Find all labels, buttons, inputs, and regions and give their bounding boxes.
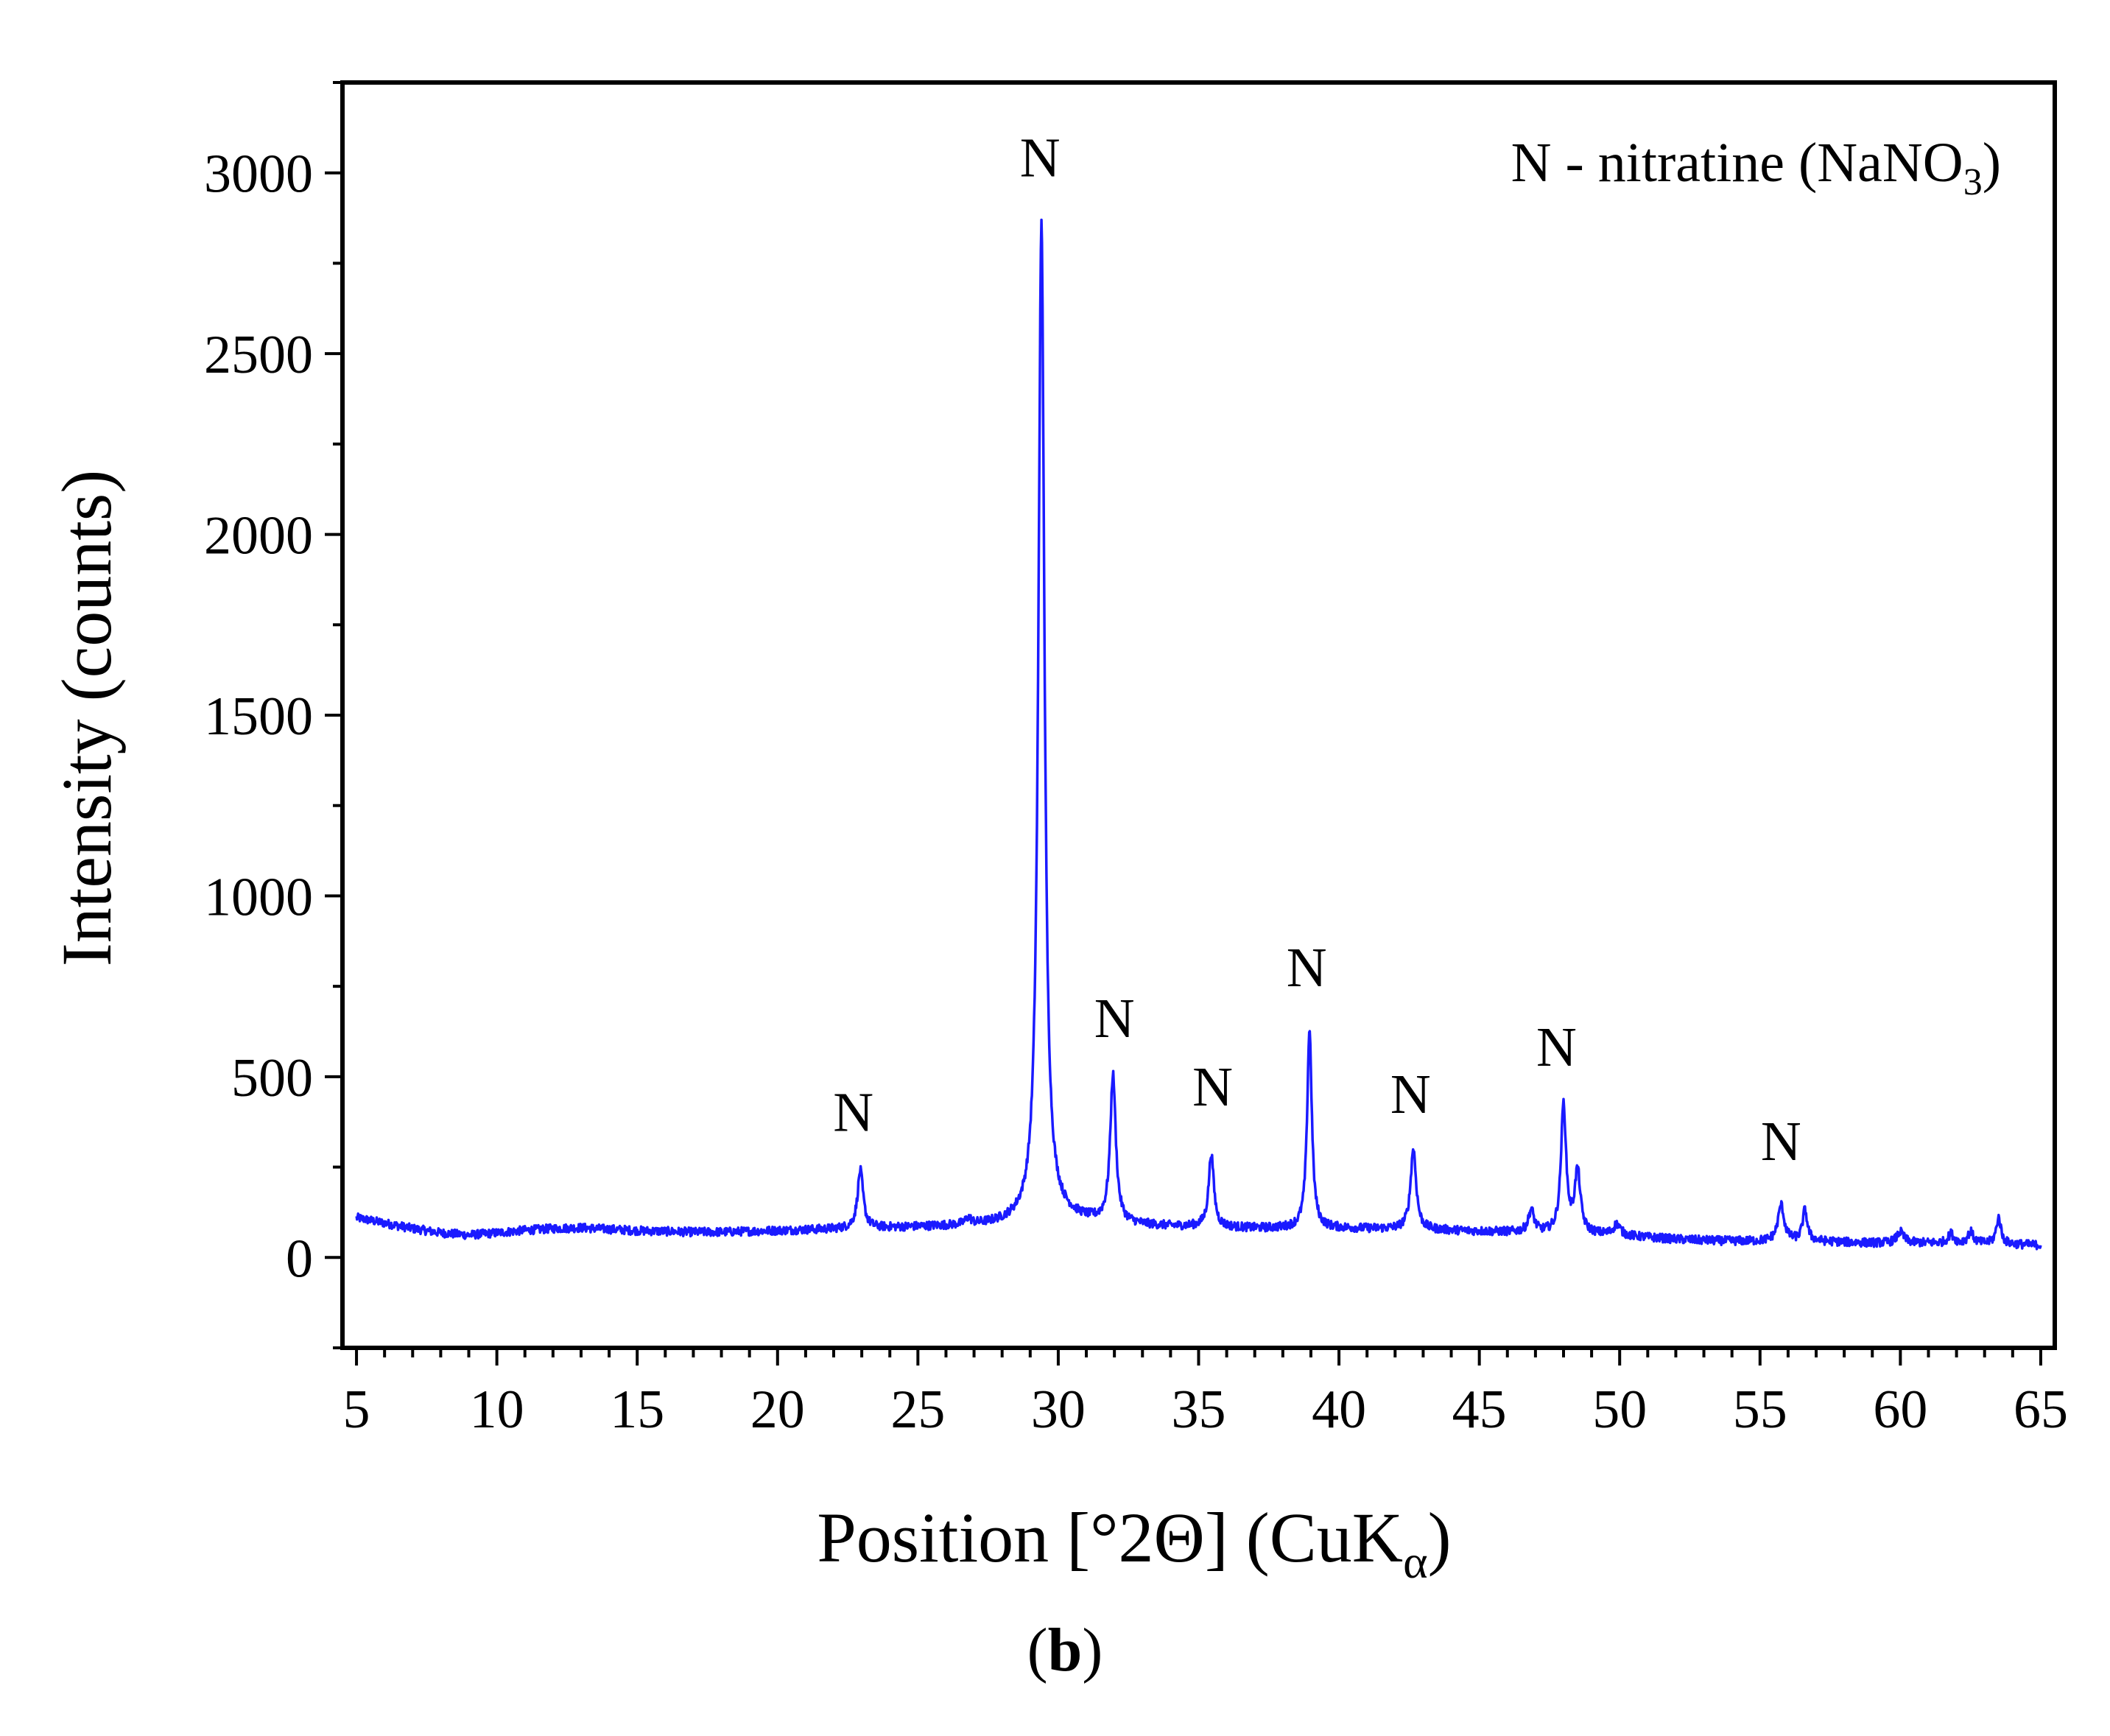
x-tick-label: 45	[1452, 1380, 1507, 1440]
peak-label-n: N	[1020, 127, 1061, 189]
y-tick-label: 1000	[204, 867, 313, 927]
x-axis-tick-labels: 5 10 15 20 25 30 35 40 45 50 55 60 65	[343, 1380, 2068, 1440]
x-tick-label: 30	[1031, 1380, 1086, 1440]
x-tick-label: 35	[1172, 1380, 1226, 1440]
y-tick-label: 1500	[204, 686, 313, 747]
caption-close: )	[1082, 1616, 1103, 1684]
x-axis-title: Position [°2Θ] (CuKα)	[817, 1498, 1451, 1588]
y-tick-label: 500	[231, 1048, 313, 1108]
y-axis-tick-labels: 0 500 1000 1500 2000 2500 3000	[204, 144, 313, 1290]
x-tick-label: 65	[2014, 1380, 2068, 1440]
peak-label-n: N	[1390, 1064, 1431, 1125]
y-tick-label: 2500	[204, 325, 313, 385]
peak-label-n: N	[1536, 1016, 1577, 1078]
y-tick-label: 0	[286, 1229, 313, 1289]
legend-label: N - nitratine (NaNO3)	[1511, 132, 2001, 203]
legend-close: )	[1983, 132, 2001, 194]
peak-label-n: N	[833, 1081, 873, 1143]
x-axis-title-close: )	[1428, 1498, 1452, 1577]
y-axis-title: Intensity (counts)	[47, 470, 126, 967]
y-tick-label: 2000	[204, 506, 313, 566]
x-tick-label: 25	[890, 1380, 945, 1440]
x-axis-title-text: Position [°2Θ] (CuK	[817, 1498, 1403, 1577]
x-tick-label: 60	[1873, 1380, 1927, 1440]
peak-label-n: N	[1192, 1056, 1233, 1118]
x-tick-label: 5	[343, 1380, 370, 1440]
x-axis-title-subscript: α	[1403, 1536, 1428, 1588]
x-tick-label: 55	[1733, 1380, 1787, 1440]
x-tick-label: 50	[1592, 1380, 1647, 1440]
legend-subscript: 3	[1963, 161, 1983, 203]
peak-label-n: N	[1287, 937, 1327, 999]
figure-caption: (b)	[1027, 1616, 1103, 1684]
x-tick-label: 15	[610, 1380, 664, 1440]
x-tick-label: 40	[1312, 1380, 1366, 1440]
peak-label-n: N	[1094, 988, 1135, 1050]
x-tick-label: 20	[750, 1380, 805, 1440]
xrd-pattern-line	[355, 218, 2042, 1251]
y-axis-ticks	[325, 81, 342, 1349]
y-tick-label: 3000	[204, 144, 313, 205]
caption-open: (	[1027, 1616, 1048, 1684]
x-tick-label: 10	[470, 1380, 524, 1440]
legend-text: N - nitratine (NaNO	[1511, 132, 1963, 194]
peak-label-n: N	[1761, 1111, 1801, 1173]
caption-letter: b	[1048, 1616, 1083, 1684]
x-axis-ticks	[355, 1348, 2042, 1366]
